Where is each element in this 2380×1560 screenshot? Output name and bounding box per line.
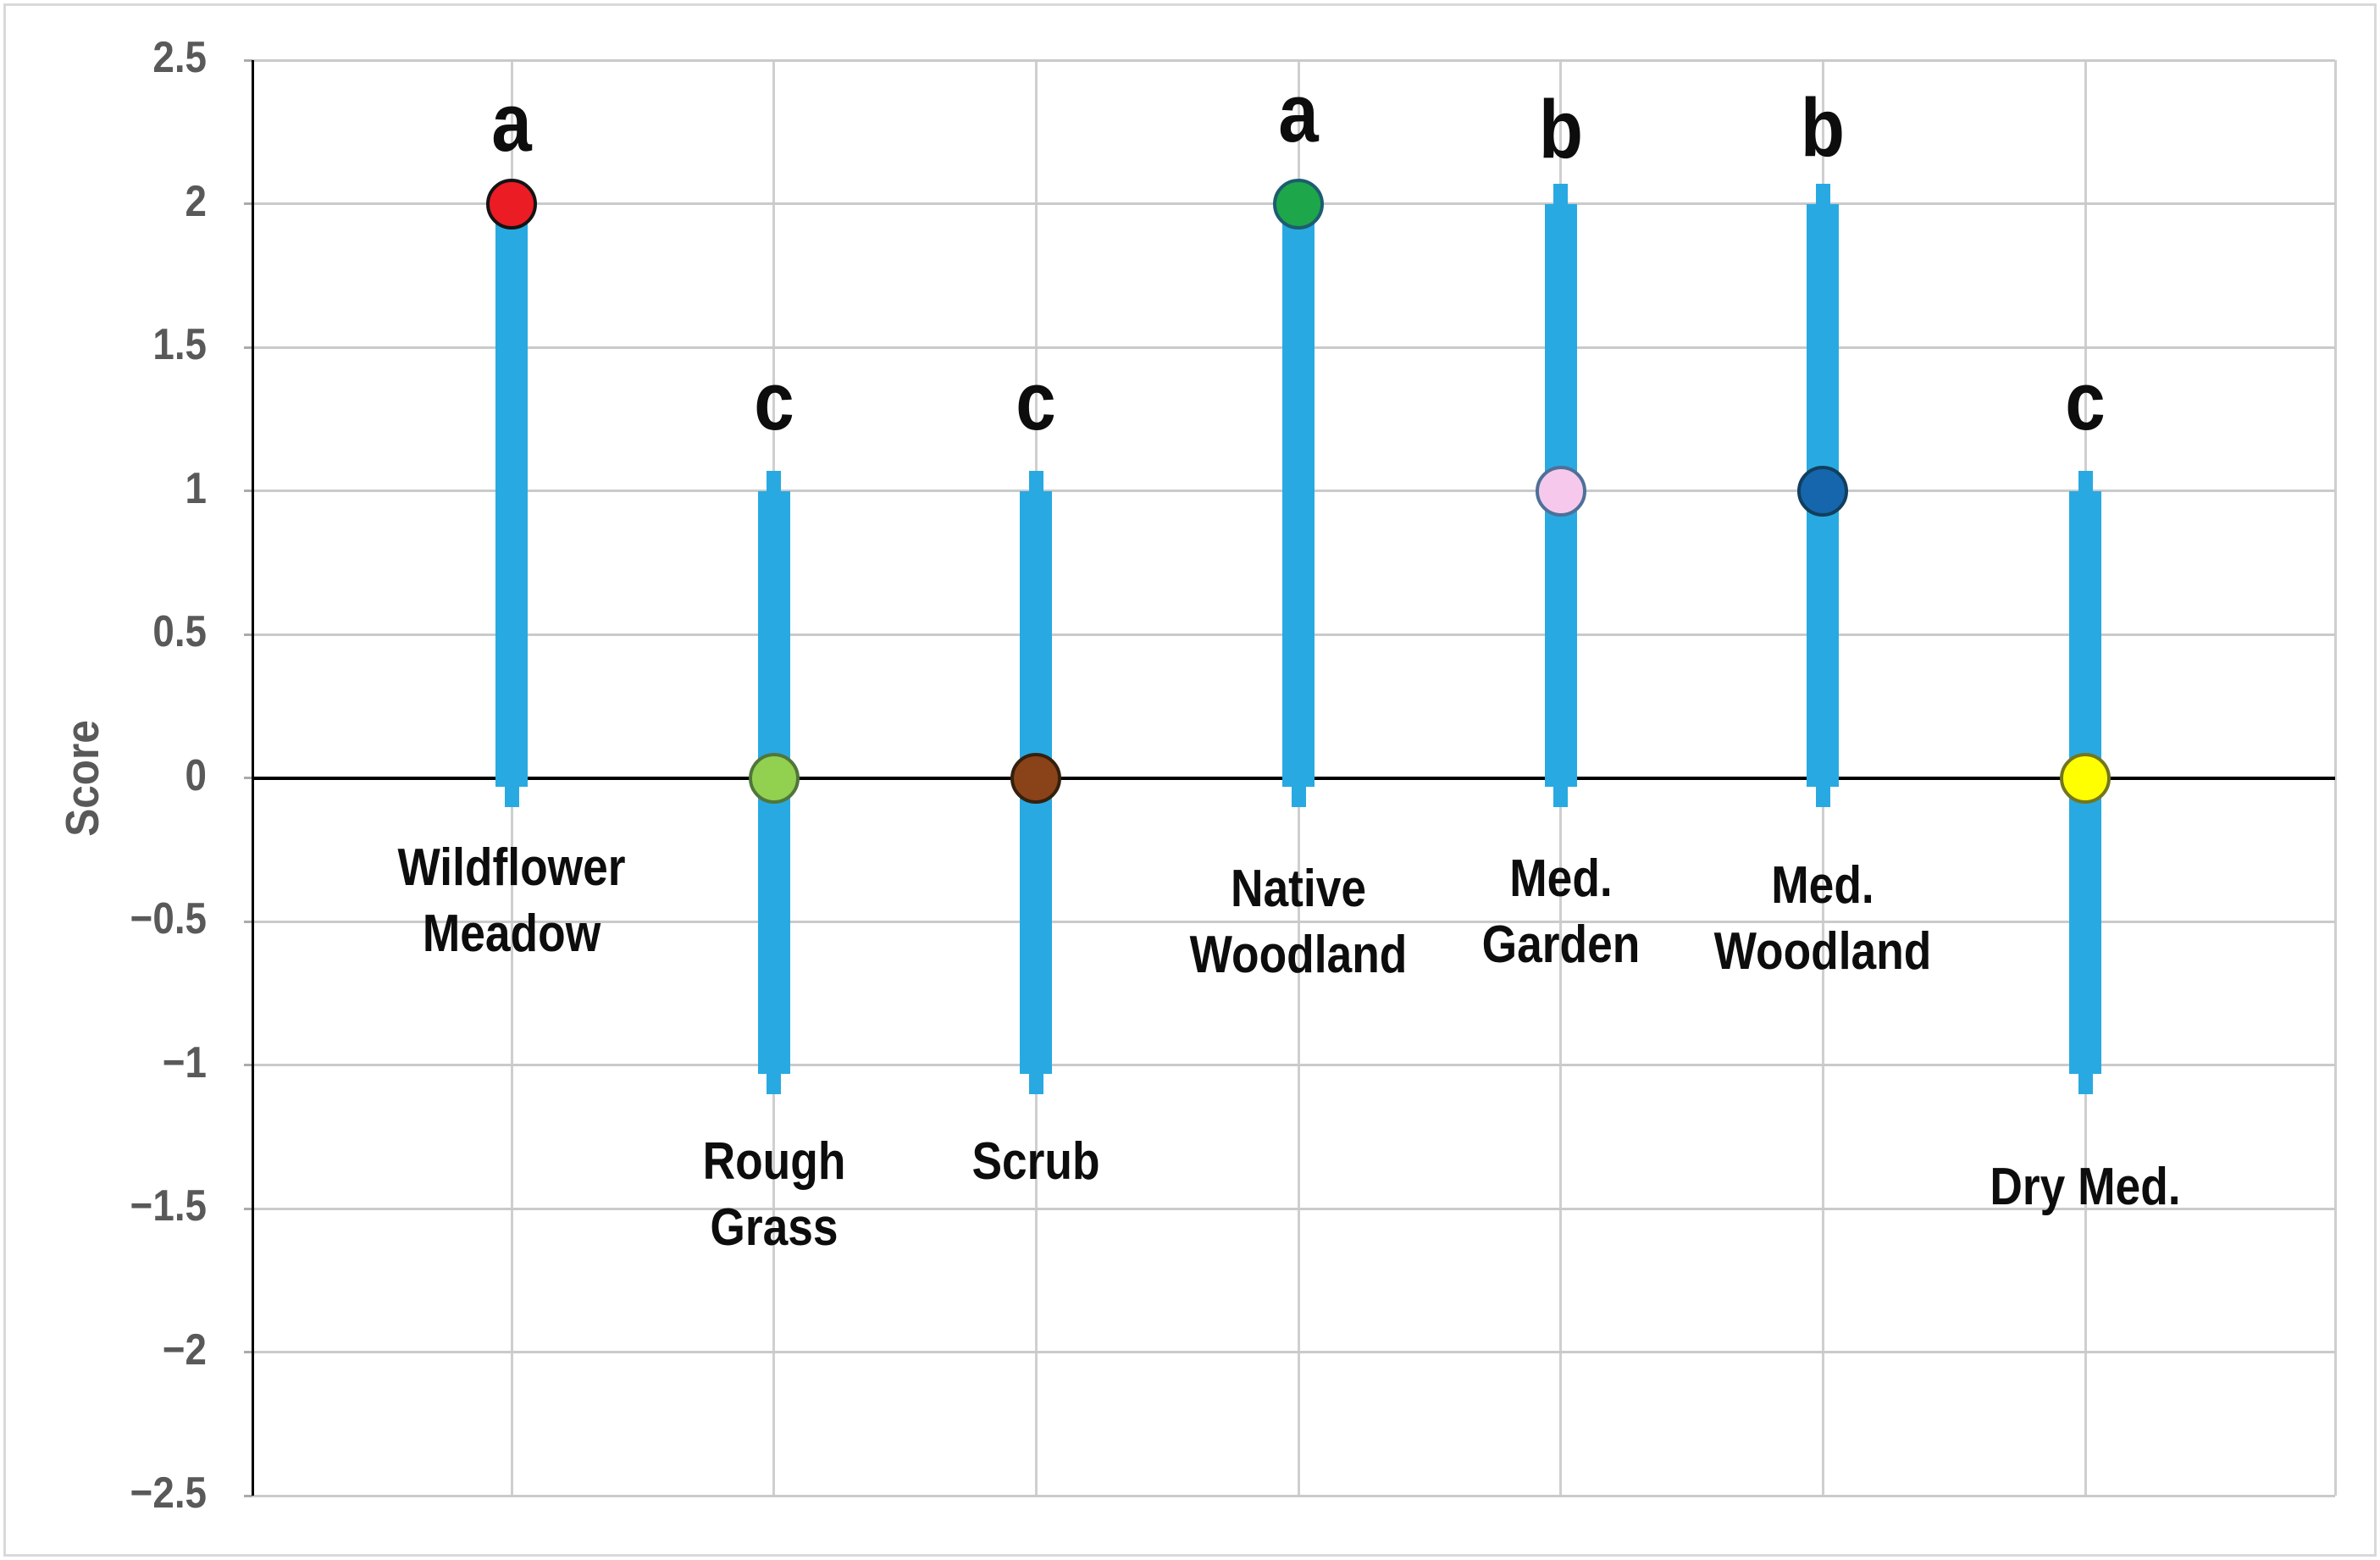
category-label: Grass	[710, 1198, 839, 1257]
data-point-marker	[1535, 465, 1586, 517]
error-bar-cap-bottom	[2078, 1073, 2093, 1094]
category-label: Woodland	[1189, 926, 1408, 984]
category-label: Garden	[1481, 916, 1641, 974]
y-axis-line	[251, 60, 254, 1496]
y-gridline	[252, 58, 2335, 62]
error-bar-cap-top	[2078, 470, 2093, 491]
significance-letter: b	[1538, 83, 1583, 175]
y-axis-tick	[244, 1351, 252, 1353]
chart-outer-border	[3, 3, 2377, 1557]
y-tick-label: −1.5	[130, 1181, 207, 1231]
y-gridline	[252, 1351, 2335, 1353]
y-tick-label: 2.5	[152, 33, 207, 82]
y-axis-tick	[244, 1064, 252, 1066]
error-bar-cap-top	[1028, 470, 1043, 491]
y-tick-label: −0.5	[130, 894, 207, 943]
error-bar-cap-bottom	[1815, 786, 1830, 807]
data-point-marker	[2060, 752, 2111, 804]
y-axis-title: Score	[56, 720, 108, 837]
y-axis-tick	[244, 202, 252, 205]
error-bar-cap-top	[767, 470, 782, 491]
significance-letter: c	[753, 355, 794, 447]
y-tick-label: −2.5	[130, 1469, 207, 1518]
significance-letter: b	[1801, 81, 1846, 174]
error-bar	[1282, 203, 1315, 787]
category-label: Wildflower	[397, 838, 626, 897]
y-tick-label: 0	[185, 750, 207, 800]
y-gridline	[252, 920, 2335, 923]
y-gridline	[252, 1494, 2335, 1497]
error-bar-cap-bottom	[504, 786, 519, 807]
y-tick-label: −1	[162, 1037, 207, 1087]
significance-letter: a	[1278, 67, 1319, 159]
category-label: Med.	[1508, 849, 1613, 908]
significance-letter: c	[1016, 355, 1057, 447]
category-label: Med.	[1771, 856, 1875, 915]
y-axis-tick	[244, 346, 252, 349]
y-tick-label: 2	[185, 176, 207, 226]
data-point-marker	[1797, 465, 1849, 517]
y-axis-tick	[244, 1207, 252, 1210]
error-bar-cap-bottom	[1291, 786, 1306, 807]
category-label: Scrub	[971, 1132, 1100, 1191]
data-point-marker	[748, 752, 800, 804]
significance-letter: c	[2065, 355, 2106, 447]
y-tick-label: 0.5	[152, 607, 207, 656]
y-axis-tick	[244, 490, 252, 492]
data-point-marker	[1273, 178, 1324, 230]
y-axis-tick	[244, 58, 252, 62]
error-bar-cap-top	[1815, 183, 1830, 204]
category-label: Rough	[702, 1132, 846, 1191]
error-bar	[495, 203, 528, 787]
category-label: Meadow	[422, 904, 601, 963]
error-bar-cap-top	[1553, 183, 1569, 204]
y-tick-label: −2	[162, 1325, 207, 1375]
error-bar-cap-bottom	[1553, 786, 1569, 807]
data-point-marker	[1010, 752, 1062, 804]
y-tick-label: 1	[185, 463, 207, 513]
significance-letter: a	[491, 76, 532, 169]
y-axis-tick	[244, 920, 252, 923]
category-label: Native	[1230, 860, 1367, 918]
y-axis-tick	[244, 1494, 252, 1497]
category-label: Dry Med.	[1990, 1158, 2181, 1216]
error-bar-cap-bottom	[767, 1073, 782, 1094]
data-point-marker	[486, 178, 537, 230]
plot-right-border	[2333, 60, 2337, 1496]
y-gridline	[252, 1207, 2335, 1210]
category-label: Woodland	[1713, 922, 1932, 981]
error-bar-cap-bottom	[1028, 1073, 1043, 1094]
y-tick-label: 1.5	[152, 320, 207, 369]
y-axis-tick	[244, 633, 252, 636]
y-gridline	[252, 1064, 2335, 1066]
y-axis-tick	[244, 777, 252, 779]
